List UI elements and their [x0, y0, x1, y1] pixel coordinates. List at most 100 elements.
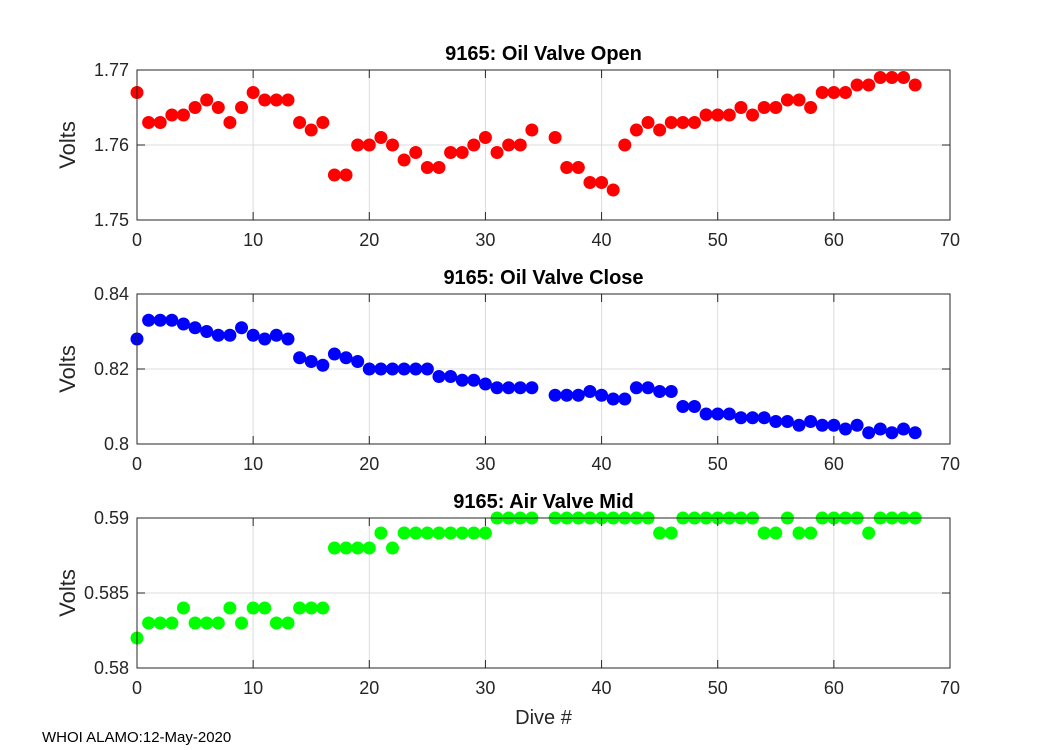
- data-point: [769, 415, 783, 428]
- data-point: [850, 418, 864, 432]
- data-point: [502, 381, 516, 395]
- data-point: [339, 351, 353, 365]
- data-point: [862, 426, 876, 440]
- data-point: [629, 123, 643, 137]
- data-point: [595, 176, 609, 189]
- data-point: [885, 71, 899, 84]
- data-point: [583, 385, 597, 398]
- data-point: [908, 78, 922, 92]
- data-point: [664, 526, 678, 540]
- data-point: [420, 161, 434, 174]
- data-point: [362, 138, 376, 152]
- data-point: [699, 108, 713, 122]
- x-tick-label: 20: [359, 678, 379, 698]
- data-point: [246, 601, 260, 615]
- x-tick-label: 70: [940, 454, 960, 474]
- data-point: [386, 541, 400, 555]
- data-point: [304, 601, 318, 615]
- panels: 0 10 20 30 40 50 60 70 1.75 1.76 1.77 9165: Oil Val…: [55, 43, 960, 729]
- data-point: [176, 317, 190, 331]
- data-point: [316, 358, 330, 372]
- y-tick-label: 0.82: [94, 359, 129, 379]
- data-point: [873, 422, 887, 436]
- data-point: [792, 93, 806, 107]
- data-point: [734, 411, 748, 425]
- data-point: [432, 161, 446, 174]
- data-point: [641, 116, 655, 129]
- data-point: [269, 93, 283, 107]
- data-point: [618, 138, 632, 152]
- x-tick-label: 40: [592, 454, 612, 474]
- y-tick-label: 0.84: [94, 284, 129, 304]
- data-point: [583, 176, 597, 189]
- data-point: [629, 381, 643, 395]
- data-point: [165, 616, 179, 630]
- data-point: [165, 313, 179, 327]
- data-point: [444, 526, 458, 540]
- data-point: [722, 108, 736, 122]
- data-point: [804, 526, 818, 540]
- data-point: [235, 616, 249, 630]
- data-point: [804, 415, 818, 428]
- data-point: [339, 168, 353, 182]
- data-point: [769, 101, 783, 114]
- data-point: [293, 116, 307, 129]
- data-point: [653, 123, 667, 137]
- data-point: [188, 616, 202, 630]
- data-point: [502, 138, 516, 152]
- data-point: [838, 86, 852, 99]
- data-point: [885, 426, 899, 440]
- data-point: [711, 108, 725, 122]
- x-tick-label: 30: [475, 678, 495, 698]
- y-tick-label: 1.76: [94, 135, 129, 155]
- panel-1: 0 10 20 30 40 50 60 70 1.75 1.76 1.77 9165: Oil Val…: [55, 43, 960, 250]
- data-point: [327, 347, 341, 361]
- data-point: [444, 146, 458, 159]
- data-point: [432, 526, 446, 540]
- panel-3: 0 10 20 30 40 50 60 70 0.58 0.585 0.59 9165: Air Va…: [55, 491, 960, 729]
- x-tick-label: 30: [475, 230, 495, 250]
- data-point: [490, 146, 504, 159]
- data-point: [478, 131, 492, 144]
- y-tick-label: 1.75: [94, 210, 129, 230]
- data-point: [223, 601, 237, 615]
- data-point: [188, 101, 202, 114]
- data-point: [235, 101, 249, 114]
- data-point: [455, 373, 469, 387]
- data-point: [455, 146, 469, 159]
- data-point: [618, 392, 632, 406]
- data-point: [235, 321, 249, 335]
- x-tick-label: 30: [475, 454, 495, 474]
- x-tick-label: 10: [243, 678, 263, 698]
- data-point: [815, 86, 829, 99]
- x-tick-label: 0: [132, 230, 142, 250]
- data-point: [362, 541, 376, 555]
- data-point: [211, 616, 225, 630]
- data-point: [258, 332, 272, 346]
- data-point: [850, 78, 864, 92]
- data-point: [223, 116, 237, 129]
- data-point: [595, 388, 609, 402]
- y-axis-label: Volts: [55, 569, 80, 617]
- data-point: [258, 601, 272, 615]
- panel-title: 9165: Air Valve Mid: [453, 491, 633, 513]
- data-point: [664, 385, 678, 398]
- data-point: [746, 108, 760, 122]
- x-tick-label: 60: [824, 230, 844, 250]
- data-point: [374, 526, 388, 540]
- data-point: [420, 362, 434, 376]
- data-point: [246, 86, 260, 99]
- data-point: [653, 526, 667, 540]
- data-point: [176, 601, 190, 615]
- y-tick-label: 0.58: [94, 658, 129, 678]
- data-point: [211, 101, 225, 114]
- data-point: [873, 71, 887, 84]
- data-point: [444, 370, 458, 383]
- data-point: [757, 526, 771, 540]
- data-point: [142, 616, 156, 630]
- data-point: [641, 381, 655, 395]
- data-point: [374, 131, 388, 144]
- data-point: [467, 526, 481, 540]
- data-point: [862, 78, 876, 92]
- data-point: [362, 362, 376, 376]
